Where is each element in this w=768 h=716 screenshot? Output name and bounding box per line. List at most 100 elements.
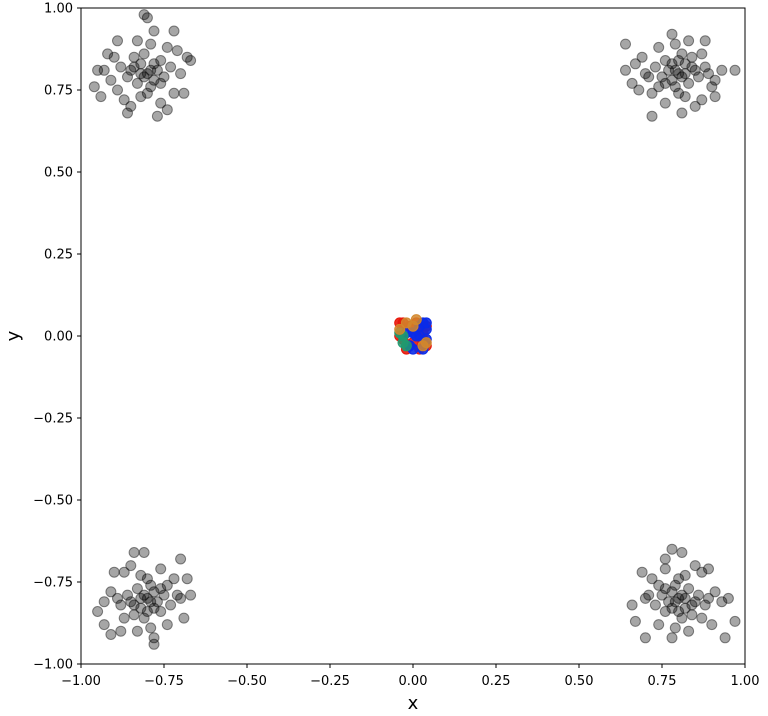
data-point <box>673 87 685 99</box>
data-point <box>683 35 695 47</box>
data-point <box>135 602 147 614</box>
data-point <box>620 38 631 50</box>
data-point <box>729 615 741 627</box>
data-point <box>178 87 190 99</box>
data-point <box>686 51 698 63</box>
data-point <box>420 317 432 329</box>
data-point <box>636 51 648 63</box>
x-tick-label: 0.00 <box>399 674 428 689</box>
x-axis-ticks: −1.00 −0.75 −0.50 −0.25 0.00 0.25 0.50 0.75 1.00 <box>61 664 759 689</box>
y-tick-label: 1.00 <box>44 2 73 17</box>
data-point <box>696 48 708 60</box>
data-point <box>689 596 701 608</box>
data-point <box>92 606 104 617</box>
data-point <box>128 547 140 558</box>
data-point <box>689 100 701 112</box>
data-point <box>669 38 681 50</box>
data-point <box>138 71 150 83</box>
data-point <box>175 68 187 80</box>
data-point <box>141 606 153 617</box>
y-axis-label: y <box>3 330 24 341</box>
points-layer <box>88 9 741 650</box>
data-point <box>102 48 114 60</box>
data-point <box>168 25 180 37</box>
data-point <box>659 77 671 89</box>
data-point <box>679 602 691 614</box>
data-point <box>135 592 147 604</box>
data-point <box>175 553 187 565</box>
data-point <box>148 632 160 644</box>
data-point <box>131 583 143 595</box>
data-point <box>629 615 641 627</box>
data-point <box>643 589 655 601</box>
data-point <box>115 625 127 637</box>
data-point <box>131 625 143 637</box>
data-point <box>716 596 728 608</box>
data-point <box>653 81 665 93</box>
data-point <box>703 592 714 604</box>
data-point <box>643 71 655 83</box>
data-point <box>141 592 153 604</box>
data-point <box>689 560 701 572</box>
data-point <box>679 569 691 581</box>
data-point <box>649 61 661 73</box>
data-point <box>673 68 685 80</box>
data-point <box>145 622 157 634</box>
data-point <box>679 58 691 70</box>
y-tick-label: 0.00 <box>44 330 73 345</box>
data-point <box>709 91 721 103</box>
data-point <box>703 563 714 575</box>
x-tick-label: 1.00 <box>731 674 760 689</box>
data-point <box>663 596 675 608</box>
data-point <box>145 579 157 591</box>
data-point <box>151 64 163 76</box>
data-point <box>135 68 147 80</box>
data-point <box>115 599 127 611</box>
data-point <box>639 592 651 604</box>
data-point <box>161 619 173 631</box>
x-tick-label: −0.25 <box>310 674 350 689</box>
data-point <box>185 589 197 601</box>
data-point <box>128 609 140 621</box>
data-point <box>125 100 137 112</box>
data-point <box>131 77 143 89</box>
data-point <box>639 68 651 80</box>
data-point <box>679 91 691 103</box>
data-point <box>629 58 641 70</box>
data-point <box>636 566 648 578</box>
data-point <box>394 323 406 335</box>
data-point <box>729 64 741 76</box>
data-point <box>620 64 631 76</box>
data-point <box>673 606 685 617</box>
data-point <box>666 586 678 598</box>
y-tick-label: −1.00 <box>33 658 73 673</box>
x-tick-label: 0.25 <box>482 674 511 689</box>
data-point <box>112 84 123 96</box>
data-point <box>98 64 110 76</box>
data-point <box>673 592 685 604</box>
data-point <box>145 38 157 50</box>
data-point <box>105 629 117 640</box>
data-point <box>656 71 668 83</box>
data-point <box>673 55 685 66</box>
data-point <box>683 583 695 595</box>
data-point <box>676 589 688 601</box>
data-point <box>676 48 688 60</box>
data-point <box>155 97 167 109</box>
data-point <box>155 563 167 575</box>
data-point <box>666 632 678 644</box>
data-point <box>676 547 688 558</box>
data-point <box>118 94 130 106</box>
data-point <box>689 64 701 76</box>
data-point <box>417 340 429 352</box>
data-point <box>178 612 190 624</box>
data-point <box>105 586 117 598</box>
data-point <box>125 560 137 572</box>
data-point <box>659 553 671 565</box>
data-point <box>148 586 160 598</box>
data-point <box>161 104 173 116</box>
data-point <box>669 596 681 608</box>
data-point <box>141 573 153 585</box>
data-point <box>138 48 150 60</box>
x-tick-label: −0.75 <box>144 674 184 689</box>
